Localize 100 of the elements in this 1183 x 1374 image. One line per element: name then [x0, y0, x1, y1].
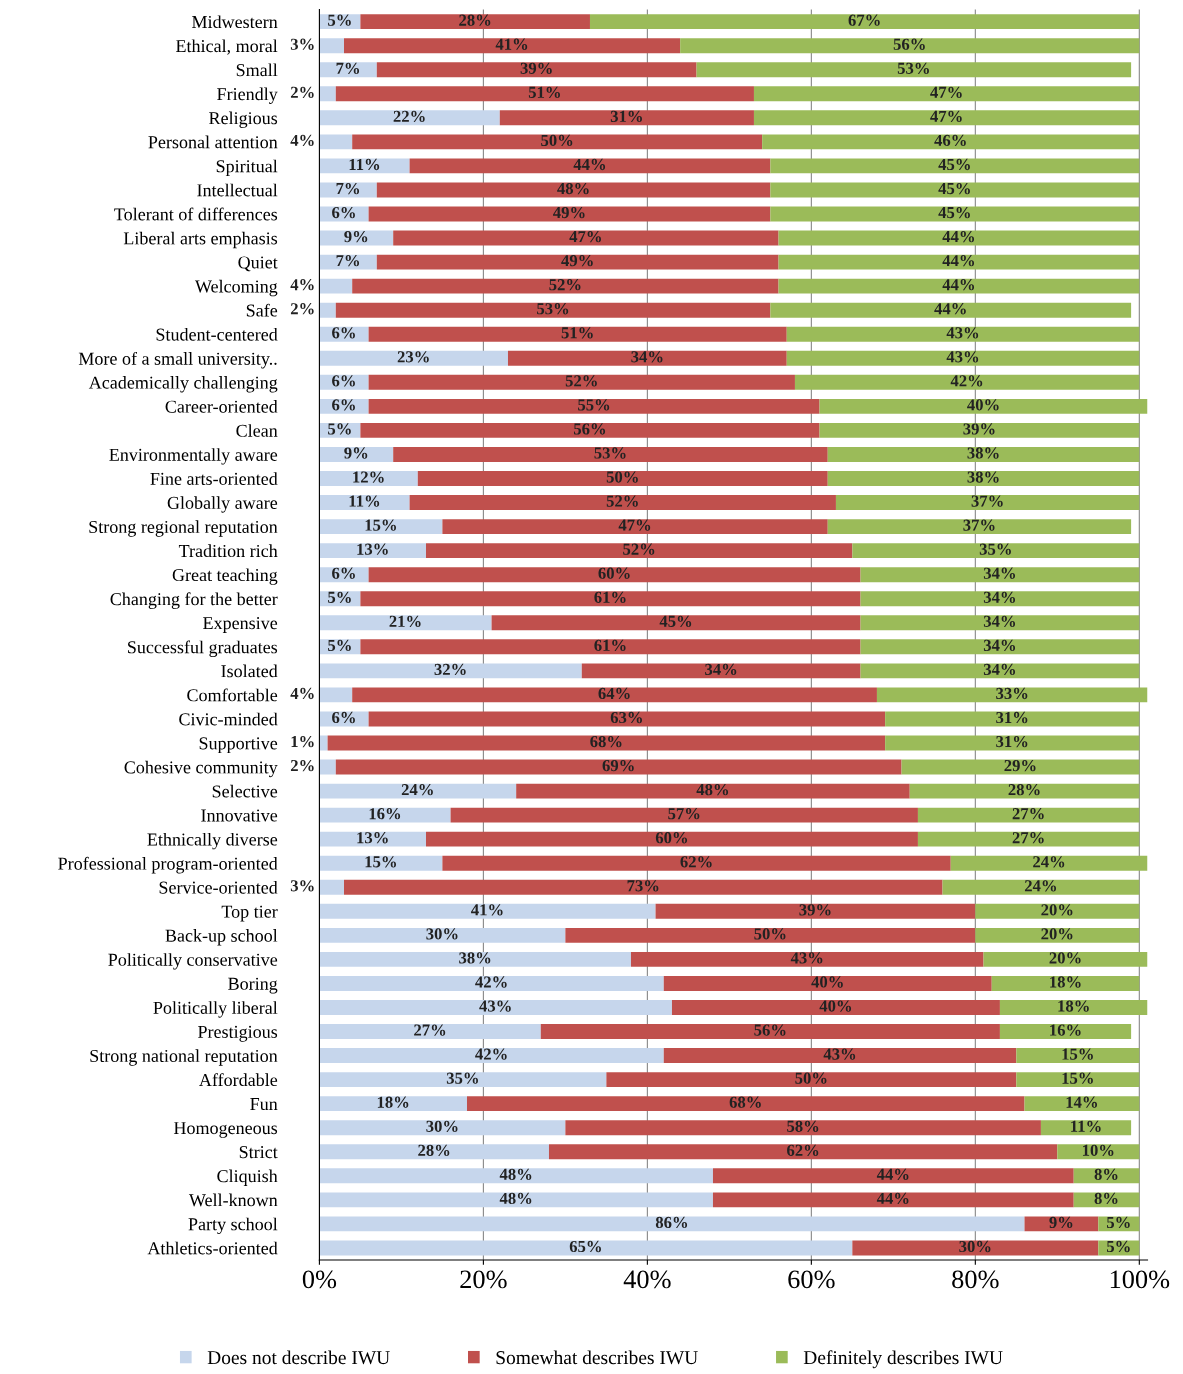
data-label: 15%: [365, 519, 397, 531]
y-tick-label: Changing for the better: [110, 592, 278, 609]
y-tick-label: Politically liberal: [153, 1001, 278, 1018]
data-label: 6%: [332, 567, 355, 579]
data-label: 5%: [1106, 1216, 1130, 1229]
data-label: 61%: [594, 591, 626, 603]
bar: [778, 278, 1140, 294]
bar: [565, 927, 976, 943]
data-label: 48%: [499, 1168, 532, 1181]
y-tick-label: Religious: [209, 111, 278, 128]
bar: [712, 1192, 1074, 1208]
data-label: 50%: [541, 134, 573, 147]
bar: [335, 86, 754, 102]
bar: [319, 495, 410, 510]
data-label: 33%: [996, 687, 1028, 700]
data-label: 38%: [967, 447, 999, 459]
data-label: 50%: [795, 1072, 827, 1084]
data-label: 30%: [426, 928, 458, 940]
y-tick-label: Cliquish: [217, 1169, 278, 1186]
bar: [319, 735, 328, 751]
data-label: 28%: [418, 1144, 450, 1156]
data-label: 65%: [569, 1240, 601, 1253]
data-label: 3%: [290, 880, 314, 892]
data-label: 55%: [578, 399, 610, 411]
y-tick-label: Civic-minded: [179, 712, 278, 726]
bar: [360, 591, 861, 607]
data-label: 50%: [606, 471, 638, 483]
data-label: 58%: [787, 1120, 819, 1132]
bar: [319, 519, 443, 535]
data-label: 39%: [799, 904, 831, 916]
data-label: 34%: [631, 351, 663, 363]
data-label: 69%: [602, 759, 634, 772]
data-label: 2%: [290, 303, 314, 315]
data-label: 18%: [1058, 1000, 1089, 1012]
data-label: 3%: [290, 38, 314, 50]
data-label: 46%: [934, 134, 966, 147]
y-tick-label: Tolerant of differences: [114, 207, 278, 221]
y-tick-label: Clean: [236, 424, 278, 437]
y-tick-label: Successful graduates: [128, 640, 278, 658]
data-label: 86%: [655, 1216, 688, 1229]
bar: [975, 903, 1140, 919]
bar: [548, 1144, 1058, 1160]
data-label: 8%: [1094, 1192, 1118, 1205]
data-label: 62%: [680, 856, 712, 868]
bar: [426, 543, 853, 559]
bar: [876, 687, 1148, 703]
bar: [327, 735, 886, 751]
bar: [794, 374, 1140, 390]
bar: [860, 567, 1140, 583]
bar: [1024, 1096, 1140, 1112]
data-label: 16%: [1050, 1024, 1081, 1036]
bar: [319, 903, 656, 919]
bar: [319, 350, 508, 366]
data-label: 50%: [754, 928, 786, 940]
bar: [917, 807, 1140, 823]
y-tick-label: Service-oriented: [159, 881, 278, 894]
y-tick-label: Affordable: [199, 1073, 278, 1087]
data-label: 44%: [934, 303, 966, 315]
data-label: 48%: [499, 1192, 532, 1205]
bar: [770, 302, 1132, 318]
data-label: 6%: [332, 399, 355, 411]
data-label: 43%: [790, 952, 823, 964]
bar: [991, 975, 1140, 991]
bar: [860, 639, 1140, 655]
bar: [581, 663, 861, 679]
y-tick-label: Athletics-oriented: [147, 1241, 278, 1255]
bar: [1016, 1072, 1140, 1088]
y-tick-label: Fine arts-oriented: [150, 472, 278, 485]
bar: [442, 519, 828, 535]
bar: [1024, 1216, 1099, 1232]
y-tick-label: Boring: [228, 977, 278, 994]
bar: [909, 783, 1140, 799]
data-label: 56%: [893, 38, 925, 50]
data-label: 9%: [1049, 1216, 1073, 1229]
bar: [319, 615, 492, 631]
bar: [368, 711, 886, 727]
bar: [835, 495, 1140, 510]
bar: [426, 831, 918, 847]
bar: [319, 855, 443, 871]
bar: [319, 1168, 713, 1184]
data-label: 45%: [659, 615, 692, 627]
bar: [393, 447, 828, 462]
bar: [360, 639, 861, 655]
bar: [450, 807, 918, 823]
data-label: 10%: [1082, 1144, 1114, 1156]
bar: [696, 62, 1132, 78]
data-label: 44%: [876, 1168, 909, 1181]
data-label: 47%: [569, 230, 601, 243]
data-label: 57%: [668, 808, 700, 820]
data-label: 41%: [471, 904, 503, 916]
data-label: 4%: [290, 134, 314, 147]
data-label: 42%: [950, 375, 983, 387]
data-label: 7%: [336, 255, 360, 267]
data-label: 43%: [823, 1048, 856, 1060]
bar: [983, 951, 1148, 967]
data-label: 51%: [561, 327, 593, 339]
y-tick-label: Strict: [239, 1146, 278, 1159]
data-label: 35%: [446, 1072, 478, 1084]
y-tick-label: Friendly: [217, 87, 278, 104]
y-tick-label: Expensive: [203, 617, 278, 633]
